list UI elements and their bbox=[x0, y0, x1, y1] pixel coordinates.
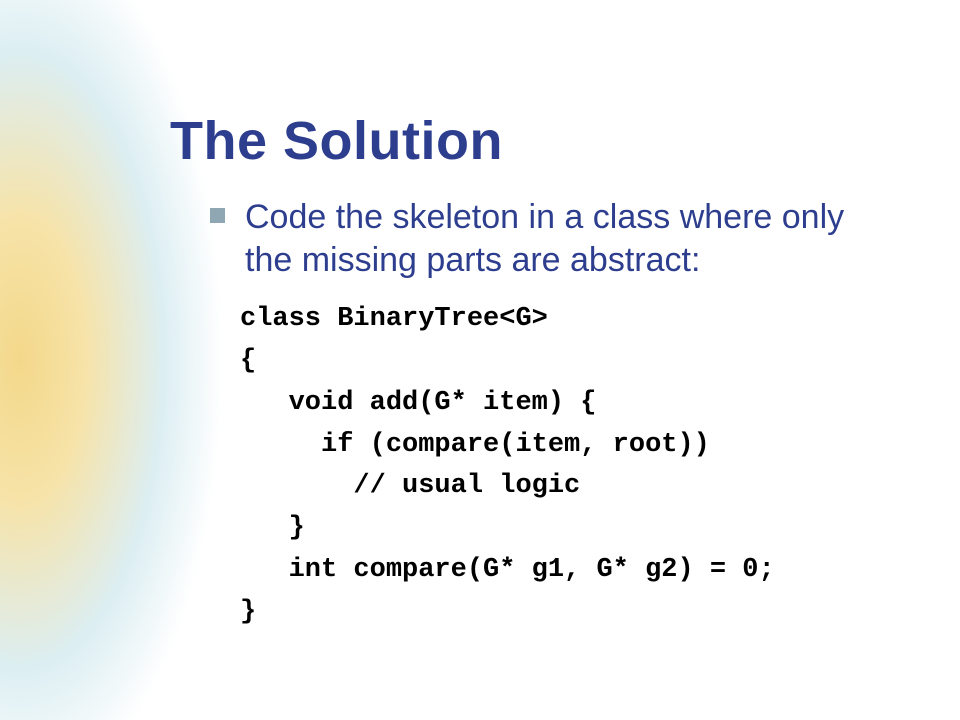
bullet-marker bbox=[210, 208, 225, 223]
slide-title: The Solution bbox=[170, 110, 900, 172]
bullet-item: Code the skeleton in a class where only … bbox=[210, 196, 900, 281]
code-block: class BinaryTree<G> { void add(G* item) … bbox=[240, 299, 900, 634]
bullet-text: Code the skeleton in a class where only … bbox=[245, 196, 900, 281]
slide-content: The Solution Code the skeleton in a clas… bbox=[0, 0, 960, 634]
